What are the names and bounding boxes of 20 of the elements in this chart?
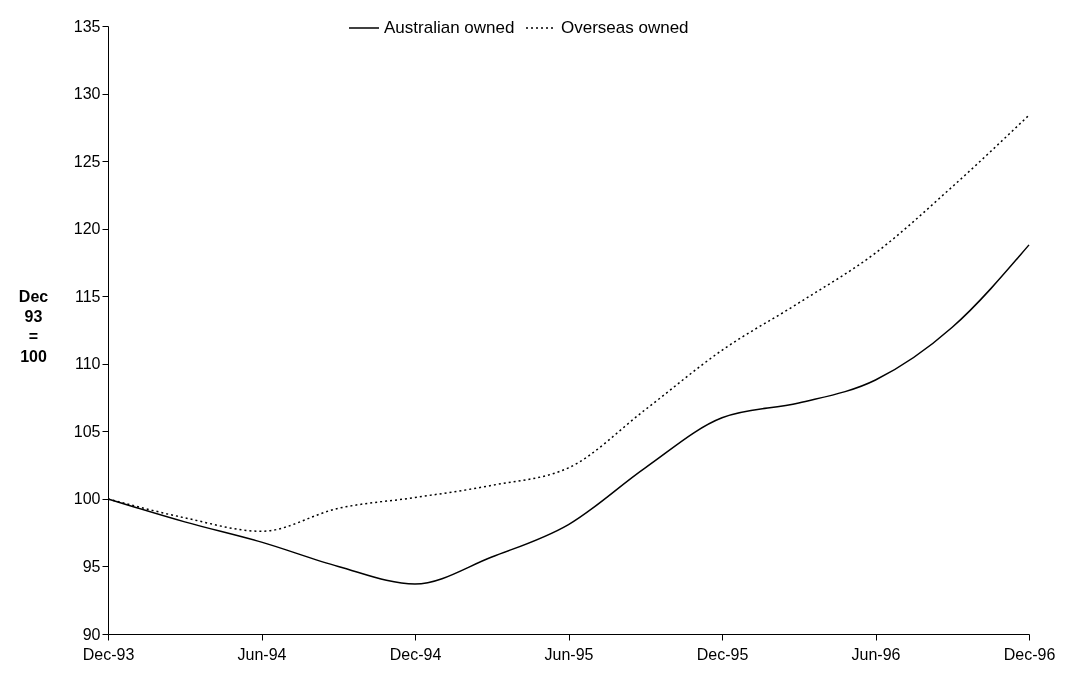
y-tick-label: 90 [82,625,101,643]
y-tick-label: 95 [82,557,101,575]
y-tick-label: 125 [73,152,101,170]
y-tick-label: 120 [73,220,101,238]
y-tick-label: 100 [73,490,101,508]
y-tick-label: 130 [73,85,101,103]
y-tick-label: 135 [73,17,101,35]
legend-label: Overseas owned [561,18,689,37]
y-tick-label: 110 [74,355,101,373]
y-tick-label: 115 [74,287,101,305]
legend-label: Australian owned [384,18,515,37]
y-axis-title: Dec 93 = 100 [18,287,49,365]
x-tick-label: Jun-96 [851,645,901,663]
x-tick-label: Dec-94 [389,645,442,663]
x-tick-label: Dec-96 [1003,645,1056,663]
x-tick-label: Dec-95 [696,645,749,663]
x-tick-label: Jun-94 [237,645,287,663]
x-tick-label: Jun-95 [544,645,594,663]
x-tick-label: Dec-93 [82,645,135,663]
y-tick-label: 105 [73,422,101,440]
